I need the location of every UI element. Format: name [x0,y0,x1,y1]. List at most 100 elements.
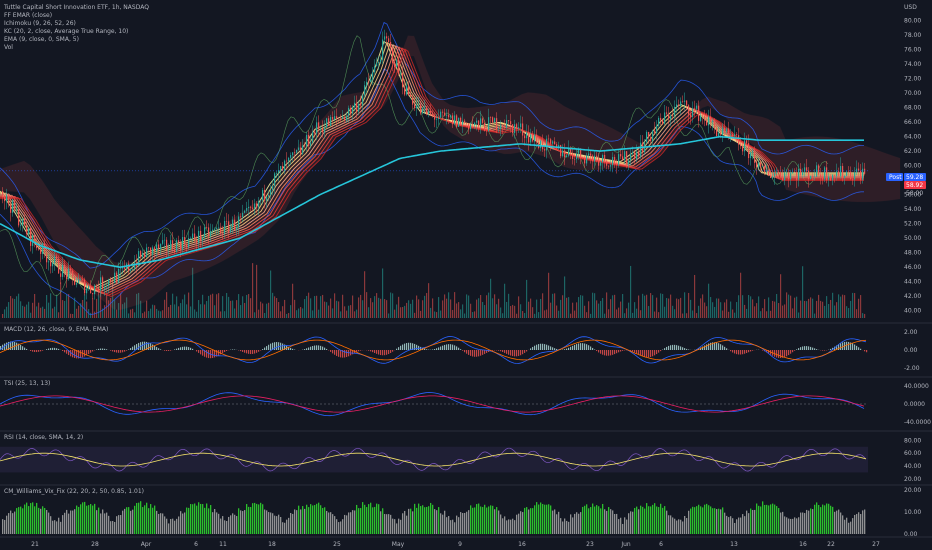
macd-histogram-bar [250,350,252,355]
macd-histogram-bar [384,350,386,356]
vixfix-bar [500,514,502,534]
candle-body [606,160,608,166]
legend-ema[interactable]: EMA (9, close, 0, SMA, 5) [4,36,79,43]
macd-title[interactable]: MACD (12, 26, close, 9, EMA, EMA) [4,326,108,333]
candle-body [446,114,448,116]
vixfix-bar [542,504,544,534]
volume-bar [376,293,378,318]
vixfix-bar [402,513,404,534]
macd-histogram-bar [320,345,322,350]
legend-volume[interactable]: Vol [4,44,13,51]
vixfix-bar [120,515,122,534]
vixfix-bar [518,513,520,534]
vixfix-bar [162,513,164,534]
volume-bar [762,308,764,318]
candle-body [370,79,372,83]
candle-body [422,107,424,114]
vixfix-bar [334,516,336,534]
candle-body [206,227,208,228]
vixfix-bar [34,506,36,534]
vixfix-bar [274,515,276,534]
macd-histogram-bar [532,346,534,350]
vixfix-bar [630,511,632,534]
volume-bar [244,302,246,318]
vixfix-bar [626,519,628,534]
price-axes[interactable]: 80.0078.0076.0074.0072.0070.0068.0066.00… [904,18,931,538]
candle-body [760,162,762,167]
macd-histogram-bar [38,350,40,352]
candle-body [66,270,68,280]
vixfix-bar [242,511,244,534]
volume-bar [840,296,842,318]
vixfix-bar [430,502,432,534]
volume-bar [30,312,32,318]
macd-histogram-bar [112,350,114,352]
volume-bar [392,293,394,318]
vixfix-bar [562,521,564,534]
candle-body [806,167,808,171]
macd-histogram-bar [22,346,24,350]
volume-bar [246,294,248,318]
legend-keltner[interactable]: KC (20, 2, close, Average True Range, 10… [4,28,128,35]
macd-histogram-bar [438,347,440,350]
candle-body [166,239,168,250]
volume-bar [412,299,414,318]
candle-body [178,240,180,243]
macd-histogram-bar [340,350,342,358]
candle-body [312,131,314,143]
volume-bar [50,293,52,318]
legend-ff-emar[interactable]: FF EMAR (close) [4,12,52,19]
macd-histogram-bar [648,350,650,358]
candle-body [424,106,426,108]
vixfix-bar [110,521,112,534]
legend-ichimoku[interactable]: Ichimoku (9, 26, 52, 26) [4,20,76,27]
candle-body [386,36,388,39]
rsi-title[interactable]: RSI (14, close, SMA, 14, 2) [4,434,83,441]
vixfix-bar [844,519,846,534]
candle-body [676,104,678,107]
candle-body [408,85,410,96]
volume-bar [458,302,460,318]
vixfix-bar [66,509,68,534]
volume-bar [344,306,346,318]
vixfix-bar [386,514,388,534]
volume-bar [776,293,778,318]
macd-histogram-bar [676,345,678,350]
volume-bar [520,304,522,318]
candle-body [430,110,432,113]
vixfix-bar [294,509,296,534]
vixfix-bar [196,505,198,534]
macd-histogram-bar [522,350,524,355]
vixfix-bar [800,512,802,534]
candle-body [602,154,604,163]
macd-histogram-bar [312,346,314,350]
volume-bar [698,305,700,318]
vixfix-bar [792,518,794,534]
vixfix-bar [198,502,200,534]
candle-body [348,107,350,116]
macd-histogram-bar [452,344,454,350]
macd-histogram-bar [858,347,860,350]
volume-bar [84,294,86,318]
macd-histogram-bar [174,349,176,350]
vixfix-title[interactable]: CM_Williams_Vix_Fix (22, 20, 2, 50, 0.85… [4,488,144,495]
macd-histogram-bar [636,350,638,354]
volume-bar [288,313,290,318]
volume-bar [136,293,138,318]
volume-bar [682,313,684,318]
volume-bar [782,305,784,318]
time-axis[interactable]: 21 28 Apr 6 11 18 25 May 9 16 23 Jun 6 13 16 22 27 [31,541,880,548]
tsi-title[interactable]: TSI (25, 13, 13) [3,380,50,387]
volume-bar [124,302,126,318]
vixfix-bar [306,504,308,534]
macd-histogram-bar [414,343,416,350]
macd-histogram-bar [96,349,98,350]
volume-bar [240,305,242,318]
candle-body [196,240,198,243]
vixfix-bar [276,516,278,534]
candle-body [736,134,738,136]
time-tick-label: 16 [799,541,807,548]
vixfix-bar [214,508,216,534]
macd-histogram-bar [476,350,478,357]
